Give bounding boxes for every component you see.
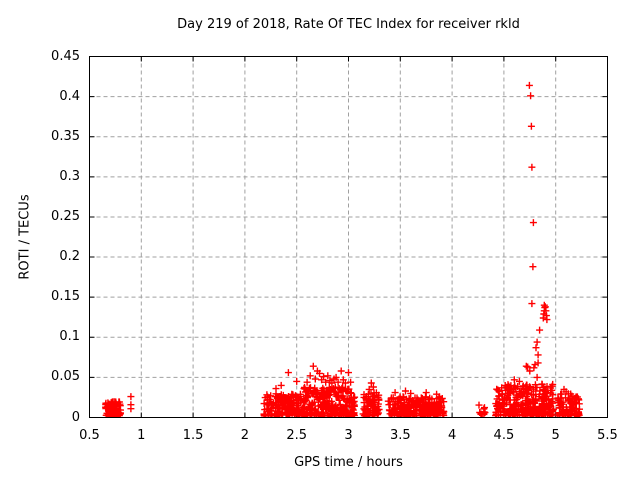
x-tick-label: 3.5 <box>389 428 411 443</box>
x-tick-label: 4.5 <box>493 428 515 443</box>
axis-ticks <box>89 56 608 418</box>
chart-title: Day 219 of 2018, Rate Of TEC Index for r… <box>177 17 520 32</box>
y-tick-label: 0.25 <box>51 208 80 224</box>
y-tick-label: 0.35 <box>51 128 80 144</box>
y-tick-label: 0.2 <box>59 249 80 265</box>
y-tick-label: 0.1 <box>59 329 80 345</box>
x-tick-label: 1 <box>137 428 146 443</box>
plot-border <box>89 56 608 418</box>
y-tick-label: 0.45 <box>51 48 80 64</box>
scatter-points <box>102 81 583 418</box>
grid-lines <box>89 56 608 418</box>
x-axis-label: GPS time / hours <box>294 455 403 470</box>
x-tick-label: 5.5 <box>597 428 618 443</box>
y-tick-label: 0.4 <box>59 88 80 104</box>
plot-area <box>89 56 608 418</box>
x-tick-label: 1.5 <box>182 428 204 443</box>
x-tick-label: 0.5 <box>79 428 100 443</box>
y-tick-label: 0.05 <box>51 369 80 385</box>
y-tick-label: 0.3 <box>59 168 80 184</box>
y-axis-label: ROTI / TECUs <box>17 194 33 280</box>
x-tick-label: 5 <box>551 428 560 443</box>
x-tick-label: 4 <box>447 428 457 443</box>
y-tick-label: 0.15 <box>51 289 80 305</box>
x-tick-label: 3 <box>344 428 353 443</box>
x-tick-label: 2 <box>240 428 250 443</box>
x-tick-label: 2.5 <box>286 428 308 443</box>
y-tick-label: 0 <box>71 409 80 425</box>
